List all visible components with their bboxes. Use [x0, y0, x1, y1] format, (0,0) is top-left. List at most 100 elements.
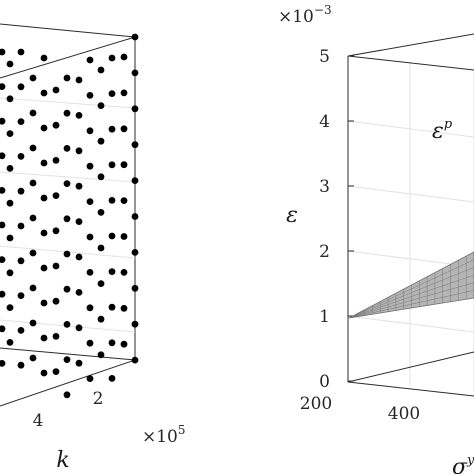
scatter-point-23: [86, 162, 94, 170]
scatter-point-89: [75, 112, 83, 119]
scatter-point-34: [63, 215, 71, 223]
scatter-point-104: [52, 333, 60, 340]
scatter-point-74: [120, 197, 128, 205]
scatter-point-2: [131, 105, 139, 113]
scatter-point-119: [6, 199, 14, 207]
strain-surface: [348, 251, 474, 319]
scatter-point-88: [75, 76, 83, 84]
scatter-point-94: [75, 289, 83, 296]
scatter-point-118: [6, 165, 14, 172]
scatter-point-79: [97, 66, 105, 74]
z-axis-label: ε: [286, 203, 298, 228]
scatter-point-105: [52, 368, 60, 375]
scatter-point-16: [108, 268, 116, 275]
scatter-point-28: [86, 339, 94, 347]
scatter-point-95: [75, 324, 83, 332]
scatter-point-121: [6, 269, 14, 277]
scatter-point-112: [29, 284, 37, 292]
scatter-point-59: [17, 361, 25, 369]
z-tick-label-2: 2: [319, 242, 330, 262]
scatter-point-12: [108, 125, 116, 133]
scatter-point-40: [40, 54, 48, 62]
scatter-point-10: [108, 54, 116, 62]
scatter-point-81: [97, 137, 105, 145]
k-tick-label-0: 4: [33, 411, 44, 431]
z-tick-label-5: 5: [319, 47, 330, 67]
scatter-point-46: [40, 264, 48, 272]
scatter-point-69: [0, 360, 6, 367]
surface-mesh-line: [348, 259, 474, 319]
scatter-point-35: [63, 250, 71, 258]
x-tick-label-0: 200: [300, 394, 332, 414]
scatter-point-106: [29, 74, 37, 82]
scatter-point-43: [40, 159, 48, 167]
scatter-point-111: [29, 249, 37, 257]
scatter-point-80: [97, 102, 105, 109]
scatter-point-22: [86, 127, 94, 135]
scatter-point-113: [29, 319, 37, 327]
scatter-point-66: [0, 256, 6, 263]
scatter-point-38: [63, 356, 71, 363]
scatter-point-98: [52, 121, 60, 129]
scatter-point-57: [17, 292, 25, 299]
scatter-point-85: [97, 280, 105, 287]
scatter-point-63: [0, 152, 6, 160]
z-tick-label-0: 0: [319, 372, 330, 392]
right-grid: [347, 62, 474, 392]
scatter-point-102: [52, 262, 60, 270]
k-axis-multiplier: ×105: [142, 423, 186, 447]
scatter-point-27: [86, 304, 94, 312]
scatter-point-55: [17, 222, 25, 230]
scatter-point-52: [17, 118, 25, 125]
scatter-point-72: [120, 125, 128, 133]
scatter-point-33: [63, 180, 71, 188]
surface-mesh-line: [348, 290, 474, 319]
scatter-point-19: [108, 375, 116, 382]
x-tick-label-1: 400: [388, 404, 420, 424]
z-tick-label-1: 1: [319, 307, 330, 327]
z-tick-label-4: 4: [319, 112, 330, 132]
scatter-point-21: [86, 92, 94, 99]
scatter-point-29: [86, 375, 94, 382]
scatter-point-100: [52, 192, 60, 200]
scatter-point-86: [97, 315, 105, 323]
scatter-point-90: [75, 147, 83, 155]
scatter-point-76: [120, 269, 128, 276]
z-axis-multiplier: ×10−3: [278, 3, 332, 27]
scatter-point-7: [131, 284, 139, 292]
scatter-point-109: [29, 179, 37, 187]
scatter-point-99: [52, 157, 60, 164]
scatter-point-45: [40, 229, 48, 237]
scatter-point-93: [75, 253, 83, 261]
scatter-point-39: [63, 391, 71, 399]
scatter-point-84: [97, 244, 105, 252]
scatter-point-92: [75, 218, 83, 226]
scatter-point-17: [108, 303, 116, 311]
scatter-point-8: [131, 320, 139, 328]
scatter-point-101: [52, 227, 60, 235]
scatter-point-73: [120, 161, 128, 169]
scatter-point-108: [29, 144, 37, 152]
scatter-point-18: [108, 339, 116, 347]
scatter-point-117: [6, 130, 14, 138]
scatter-point-0: [131, 33, 139, 41]
scatter-point-68: [0, 325, 6, 333]
scatter-point-97: [52, 86, 60, 94]
scatter-point-64: [0, 187, 6, 194]
scatter-point-107: [29, 109, 37, 117]
scatter-point-58: [17, 327, 25, 334]
scatter-point-65: [0, 221, 6, 229]
scatter-point-47: [40, 299, 48, 307]
scatter-points: [0, 33, 139, 399]
scatter-point-13: [108, 161, 116, 169]
scatter-point-54: [17, 187, 25, 195]
scatter-point-50: [17, 48, 25, 56]
scatter-point-41: [40, 89, 48, 97]
scatter-point-9: [131, 356, 139, 364]
scatter-point-24: [86, 198, 94, 206]
z-axis-ticks: 0 1 2 3 4 5: [319, 47, 354, 392]
k-tick-label-1: 2: [93, 389, 104, 409]
z-tick-label-3: 3: [319, 177, 330, 197]
scatter-point-116: [6, 95, 14, 103]
scatter-point-30: [63, 74, 71, 82]
